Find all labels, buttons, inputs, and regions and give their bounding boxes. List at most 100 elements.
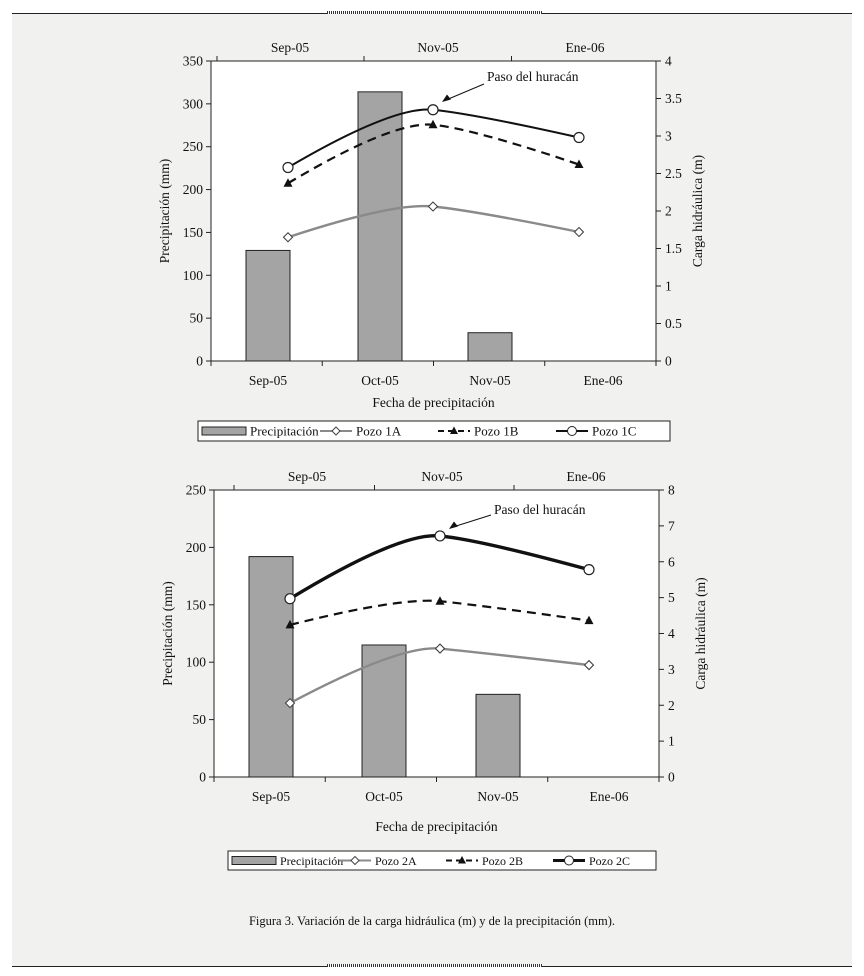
point-Pozo 2B-Nov-05 — [435, 596, 445, 605]
y2-axis-title: Carga hidráulica (m) — [690, 155, 705, 267]
x-tick-label: Ene-06 — [584, 373, 623, 388]
y-tick-label: 100 — [186, 655, 207, 670]
legend-label: Pozo 2A — [375, 854, 417, 868]
legend-label: Pozo 2B — [482, 854, 523, 868]
bar-Oct-05 — [361, 644, 407, 778]
point-Pozo 2C-Sep-05 — [284, 593, 296, 605]
bottom-hatch-ornament — [327, 964, 542, 967]
point-Pozo 2C-Nov-05 — [434, 530, 446, 542]
legend: Precipitación Pozo 1A Pozo 1B Pozo 1C — [197, 420, 671, 442]
legend-swatch-bar — [231, 856, 277, 865]
point-Pozo 1C-Sep-05 — [282, 161, 294, 174]
y-tick-label: 350 — [183, 54, 204, 69]
legend: Precipitación Pozo 2A Pozo 2B Pozo 2C — [227, 850, 657, 871]
y-tick-label: 300 — [183, 96, 204, 111]
y-tick-label: 150 — [183, 225, 204, 240]
y-tick-label: 0 — [196, 354, 203, 369]
bar-Oct-05 — [357, 91, 403, 362]
y-tick-label: 100 — [183, 268, 204, 283]
legend-label: Pozo 1A — [356, 424, 402, 439]
y2-tick-label: 1.5 — [665, 241, 682, 256]
legend-marker — [564, 855, 574, 866]
annotation-arrow-line — [452, 514, 492, 528]
legend-label: Pozo 2C — [589, 854, 630, 868]
y-tick-label: 200 — [183, 182, 204, 197]
y2-tick-label: 0 — [668, 770, 675, 785]
point-Pozo 1B-Nov-05 — [428, 119, 438, 129]
y-axis-title: Precipitación (mm) — [160, 581, 175, 686]
legend-marker — [450, 426, 458, 434]
x2-tick-label: Ene-06 — [567, 469, 606, 484]
x-axis-title: Fecha de precipitación — [372, 395, 494, 410]
y2-tick-label: 1 — [668, 734, 675, 749]
top-hatch-ornament — [327, 11, 542, 14]
y-tick-label: 50 — [190, 311, 204, 326]
chart-1: 0 50 100 150 200 250 300 350 0 0.5 1 1.5 2 2.5 3 3.5 4 Se… — [157, 40, 705, 442]
y-tick-label: 250 — [183, 139, 204, 154]
y2-tick-label: 4 — [665, 54, 672, 69]
legend-box — [227, 850, 657, 871]
y2-tick-label: 3 — [665, 129, 672, 144]
y2-tick-label: 2 — [665, 204, 672, 219]
legend-marker — [331, 426, 341, 436]
bar-Nov-05 — [467, 332, 513, 362]
figure-caption: Figura 3. Variación de la carga hidráuli… — [248, 914, 616, 928]
y-tick-label: 0 — [199, 770, 206, 785]
y2-tick-label: 3.5 — [665, 91, 682, 106]
y2-tick-label: 5 — [668, 590, 675, 605]
x2-tick-label: Sep-05 — [288, 469, 326, 484]
x2-tick-label: Nov-05 — [421, 469, 462, 484]
y2-tick-label: 0 — [665, 354, 672, 369]
point-Pozo 1A-Nov-05 — [427, 201, 439, 212]
annotation-arrow-line — [445, 83, 485, 101]
legend-label: Precipitación — [280, 854, 343, 868]
point-Pozo 1B-Sep-05 — [283, 178, 293, 187]
y2-tick-label: 1 — [665, 279, 672, 294]
y2-tick-label: 3 — [668, 662, 675, 677]
y-axis-title: Precipitación (mm) — [157, 159, 172, 264]
point-Pozo 1B-Ene-06 — [574, 159, 584, 168]
legend-label: Precipitación — [250, 424, 319, 439]
annotation-text: Paso del huracán — [494, 502, 586, 517]
y2-axis-title: Carga hidráulica (m) — [693, 577, 708, 689]
legend-swatch-bar — [201, 426, 247, 436]
y2-tick-label: 4 — [668, 626, 675, 641]
x-tick-label: Sep-05 — [249, 373, 287, 388]
legend-box — [197, 420, 671, 442]
legend-marker — [458, 856, 466, 864]
y2-tick-label: 0.5 — [665, 316, 682, 331]
point-Pozo 2A-Nov-05 — [434, 643, 446, 654]
point-Pozo 1C-Nov-05 — [427, 104, 439, 116]
y2-tick-label: 7 — [668, 518, 675, 533]
point-Pozo 2B-Sep-05 — [285, 619, 295, 629]
point-Pozo 2A-Sep-05 — [284, 697, 296, 709]
x2-tick-label: Nov-05 — [417, 40, 458, 55]
legend-marker — [567, 426, 577, 436]
y-tick-label: 200 — [186, 540, 207, 555]
x2-tick-label: Ene-06 — [566, 40, 605, 55]
chart-2: 0 50 100 150 200 250 0 1 2 3 4 5 6 7 8 Sep-05 Oct-05 Nov-… — [160, 469, 708, 871]
point-Pozo 1A-Sep-05 — [282, 231, 294, 243]
y2-tick-label: 6 — [668, 554, 675, 569]
point-Pozo 2B-Ene-06 — [584, 615, 594, 625]
y-tick-label: 250 — [186, 483, 207, 498]
y2-tick-label: 8 — [668, 483, 675, 498]
bar-Nov-05 — [475, 693, 521, 778]
point-Pozo 2C-Ene-06 — [583, 564, 595, 576]
annotation-text: Paso del huracán — [487, 69, 579, 84]
x-tick-label: Oct-05 — [365, 789, 403, 804]
bar-Sep-05 — [248, 556, 294, 778]
point-Pozo 2A-Ene-06 — [583, 659, 595, 671]
x-tick-label: Oct-05 — [361, 373, 399, 388]
legend-label: Pozo 1C — [592, 424, 636, 439]
point-Pozo 1A-Ene-06 — [573, 226, 585, 238]
x-tick-label: Ene-06 — [590, 789, 629, 804]
legend-label: Pozo 1B — [474, 424, 519, 439]
x2-tick-label: Sep-05 — [271, 40, 309, 55]
y2-tick-label: 2 — [668, 698, 675, 713]
point-Pozo 1C-Ene-06 — [573, 131, 585, 144]
y-tick-label: 50 — [193, 712, 207, 727]
x-tick-label: Nov-05 — [477, 789, 518, 804]
x-tick-label: Sep-05 — [252, 789, 290, 804]
